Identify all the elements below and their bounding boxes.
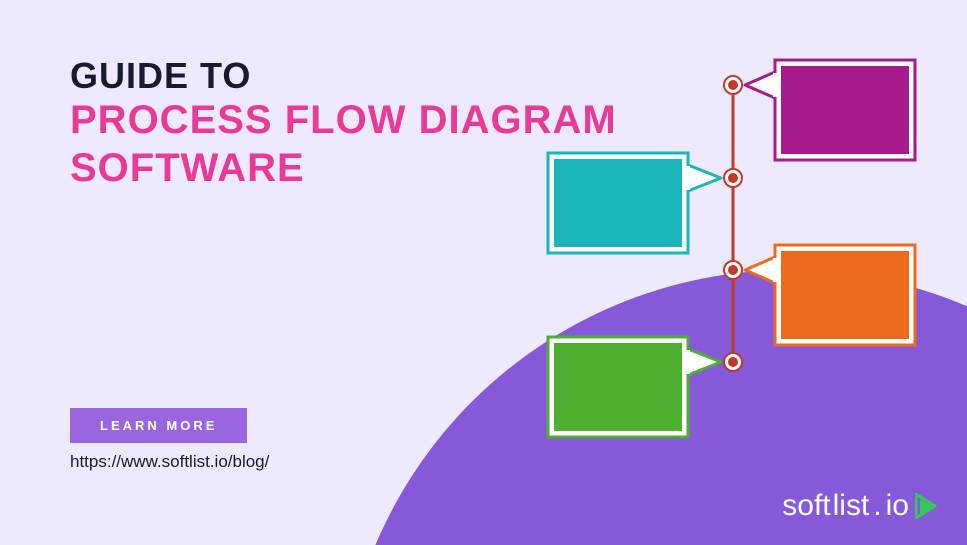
brand-logo: softlist.io	[782, 489, 937, 523]
brand-text-list: list	[833, 489, 870, 523]
brand-text-io: io	[886, 489, 909, 523]
heading-line-1: GUIDE TO	[70, 55, 617, 97]
infographic-canvas: GUIDE TO PROCESS FLOW DIAGRAM SOFTWARE L…	[0, 0, 967, 545]
blog-url-text: https://www.softlist.io/blog/	[70, 452, 269, 472]
brand-dot: .	[873, 489, 881, 523]
heading-line-3: SOFTWARE	[70, 145, 617, 192]
learn-more-button[interactable]: LEARN MORE	[70, 408, 247, 443]
play-icon	[915, 493, 937, 519]
heading-block: GUIDE TO PROCESS FLOW DIAGRAM SOFTWARE	[70, 55, 617, 192]
brand-text-soft: soft	[782, 489, 830, 523]
heading-line-2: PROCESS FLOW DIAGRAM	[70, 97, 617, 144]
